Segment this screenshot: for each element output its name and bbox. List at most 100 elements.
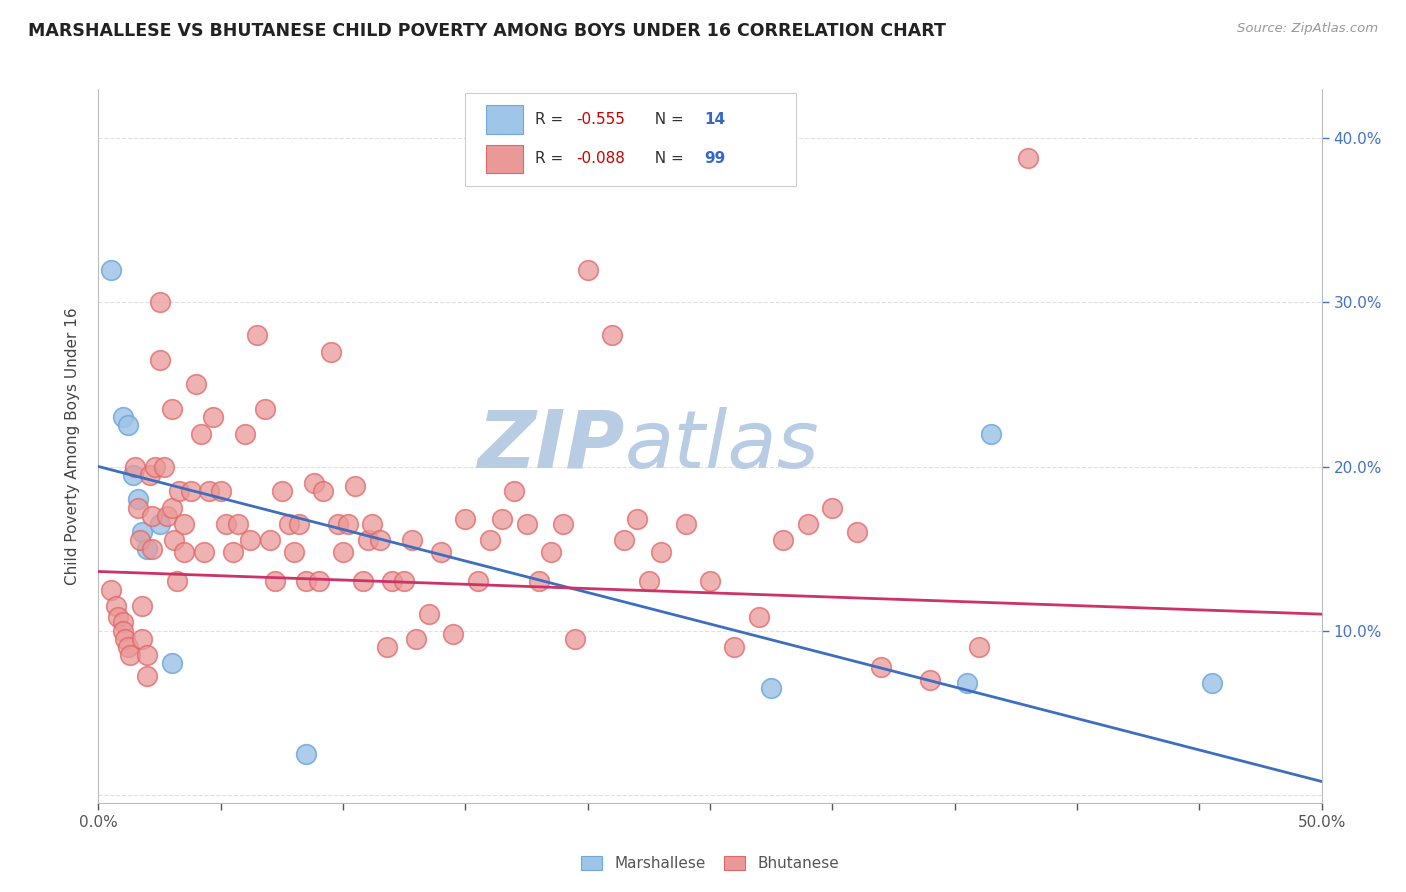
Point [180, 484, 202, 499]
Point [166, 574, 188, 589]
Point [136, 648, 159, 662]
Point [156, 508, 179, 523]
Point [160, 657, 183, 671]
Text: -0.088: -0.088 [576, 152, 626, 166]
Point [478, 533, 501, 548]
Text: R =: R = [536, 112, 568, 127]
Point [1201, 676, 1223, 690]
FancyBboxPatch shape [486, 105, 523, 134]
Point [149, 352, 172, 367]
Point [120, 648, 142, 662]
Point [288, 516, 311, 531]
Point [131, 525, 153, 540]
Point [149, 516, 172, 531]
Point [675, 516, 697, 531]
Point [361, 516, 384, 531]
Point [302, 475, 325, 490]
Point [368, 533, 391, 548]
Point [772, 533, 794, 548]
Point [111, 410, 134, 425]
Text: ZIP: ZIP [477, 407, 624, 485]
Point [283, 545, 305, 559]
Point [117, 640, 139, 654]
Text: N =: N = [645, 152, 689, 166]
Point [141, 541, 163, 556]
Point [405, 632, 427, 646]
Text: atlas: atlas [624, 407, 820, 485]
Point [193, 545, 215, 559]
Point [129, 533, 152, 548]
Point [139, 467, 162, 482]
Point [222, 545, 245, 559]
Point [141, 508, 163, 523]
Point [136, 541, 159, 556]
Point [308, 574, 330, 589]
Point [344, 479, 367, 493]
Point [153, 459, 176, 474]
Point [967, 640, 990, 654]
Point [503, 484, 526, 499]
Point [319, 344, 342, 359]
Text: 99: 99 [704, 152, 725, 166]
Point [699, 574, 721, 589]
Point [491, 512, 513, 526]
Point [163, 533, 186, 548]
Point [527, 574, 550, 589]
Point [160, 402, 183, 417]
Point [209, 484, 232, 499]
Point [246, 328, 269, 343]
FancyBboxPatch shape [486, 145, 523, 173]
Point [253, 402, 276, 417]
Point [160, 500, 183, 515]
Point [1017, 151, 1039, 165]
Point [226, 516, 249, 531]
Point [613, 533, 636, 548]
Point [821, 500, 844, 515]
Point [295, 747, 318, 761]
Point [515, 516, 537, 531]
Point [401, 533, 423, 548]
Point [553, 516, 575, 531]
Legend: Marshallese, Bhutanese: Marshallese, Bhutanese [575, 849, 845, 877]
Point [454, 512, 477, 526]
Point [107, 610, 129, 624]
Point [392, 574, 416, 589]
Point [418, 607, 440, 622]
Point [114, 632, 136, 646]
Point [956, 676, 979, 690]
Text: 14: 14 [704, 112, 725, 127]
Point [564, 632, 586, 646]
Point [381, 574, 404, 589]
Point [233, 426, 256, 441]
Point [190, 426, 212, 441]
Point [121, 467, 143, 482]
Y-axis label: Child Poverty Among Boys Under 16: Child Poverty Among Boys Under 16 [65, 307, 80, 585]
Point [295, 574, 318, 589]
FancyBboxPatch shape [465, 93, 796, 186]
Text: Source: ZipAtlas.com: Source: ZipAtlas.com [1237, 22, 1378, 36]
Point [278, 516, 301, 531]
Point [797, 516, 820, 531]
Point [576, 262, 599, 277]
Point [761, 681, 783, 695]
Point [375, 640, 398, 654]
Point [104, 599, 127, 613]
Point [845, 525, 868, 540]
Point [214, 516, 236, 531]
Point [131, 599, 153, 613]
Point [136, 669, 159, 683]
Point [186, 377, 208, 392]
Point [312, 484, 335, 499]
Point [430, 545, 453, 559]
Point [467, 574, 489, 589]
Point [650, 545, 672, 559]
Point [352, 574, 374, 589]
Point [239, 533, 262, 548]
Text: N =: N = [645, 112, 689, 127]
Point [626, 512, 648, 526]
Point [870, 659, 893, 673]
Point [980, 426, 1002, 441]
Point [356, 533, 378, 548]
Point [336, 516, 359, 531]
Point [332, 545, 354, 559]
